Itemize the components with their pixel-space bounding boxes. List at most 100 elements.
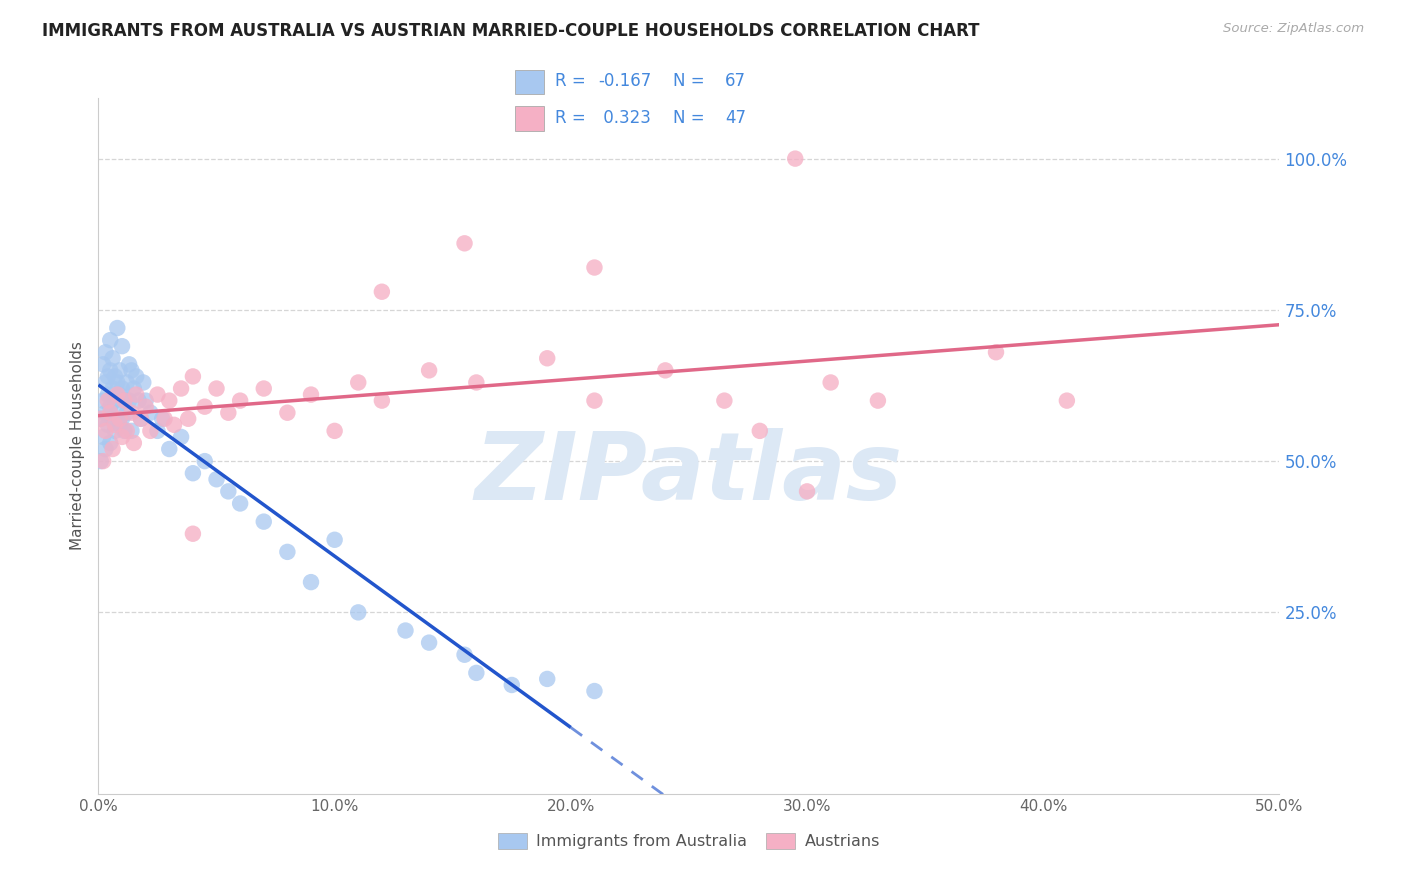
Point bbox=[122, 382, 145, 396]
Point bbox=[217, 406, 239, 420]
Point bbox=[98, 333, 121, 347]
Point bbox=[94, 424, 117, 438]
Point bbox=[163, 417, 186, 432]
Point bbox=[121, 406, 143, 420]
Point bbox=[105, 406, 128, 420]
Point bbox=[418, 363, 440, 377]
Point bbox=[132, 376, 155, 390]
Y-axis label: Married-couple Households: Married-couple Households bbox=[69, 342, 84, 550]
Point bbox=[101, 351, 124, 366]
Text: R =: R = bbox=[555, 109, 591, 127]
Point bbox=[111, 339, 134, 353]
Point bbox=[194, 400, 217, 414]
Point bbox=[229, 496, 252, 510]
Point bbox=[111, 382, 134, 396]
Point bbox=[97, 369, 120, 384]
Point bbox=[135, 400, 157, 414]
Point bbox=[91, 430, 114, 444]
Point bbox=[153, 411, 176, 425]
Point bbox=[253, 515, 276, 529]
Point bbox=[866, 393, 889, 408]
Point bbox=[97, 417, 120, 432]
Point bbox=[135, 393, 157, 408]
Text: 0.323: 0.323 bbox=[599, 109, 651, 127]
Point bbox=[394, 624, 416, 638]
Point bbox=[501, 678, 523, 692]
Point bbox=[94, 376, 117, 390]
Point bbox=[299, 387, 322, 401]
FancyBboxPatch shape bbox=[515, 106, 544, 130]
Point bbox=[97, 387, 120, 401]
Point bbox=[465, 376, 488, 390]
Point bbox=[98, 363, 121, 377]
Point bbox=[118, 393, 141, 408]
Point bbox=[323, 533, 346, 547]
Point bbox=[90, 454, 112, 468]
Point bbox=[583, 393, 606, 408]
Point bbox=[796, 484, 818, 499]
Point bbox=[139, 406, 162, 420]
Point bbox=[347, 376, 370, 390]
Point bbox=[194, 454, 217, 468]
Point bbox=[276, 545, 298, 559]
Point bbox=[181, 369, 204, 384]
FancyBboxPatch shape bbox=[515, 70, 544, 95]
Point bbox=[170, 430, 193, 444]
Point bbox=[536, 672, 558, 686]
Point bbox=[465, 665, 488, 680]
Point bbox=[984, 345, 1007, 359]
Point bbox=[785, 152, 807, 166]
Point bbox=[105, 376, 128, 390]
Point bbox=[104, 393, 127, 408]
Point bbox=[90, 411, 112, 425]
Point bbox=[108, 387, 131, 401]
Point bbox=[125, 369, 148, 384]
Point bbox=[91, 357, 114, 371]
Point bbox=[583, 260, 606, 275]
Point bbox=[536, 351, 558, 366]
Point bbox=[157, 442, 180, 456]
Point bbox=[170, 382, 193, 396]
Point bbox=[105, 321, 128, 335]
Point bbox=[146, 387, 169, 401]
Point bbox=[146, 424, 169, 438]
Point bbox=[347, 606, 370, 620]
Point bbox=[121, 363, 143, 377]
Point bbox=[129, 411, 152, 425]
Text: 67: 67 bbox=[725, 72, 747, 90]
Point bbox=[91, 454, 114, 468]
Point bbox=[90, 411, 112, 425]
Point bbox=[181, 467, 204, 481]
Point bbox=[115, 406, 138, 420]
Point bbox=[129, 411, 152, 425]
Point bbox=[98, 406, 121, 420]
Point bbox=[253, 382, 276, 396]
Point bbox=[583, 684, 606, 698]
Point bbox=[121, 424, 143, 438]
Text: N =: N = bbox=[673, 72, 710, 90]
Point bbox=[820, 376, 842, 390]
Point bbox=[1056, 393, 1078, 408]
Point bbox=[118, 357, 141, 371]
Point bbox=[111, 430, 134, 444]
Point bbox=[112, 424, 135, 438]
Point bbox=[150, 411, 173, 425]
Point bbox=[371, 393, 394, 408]
Point bbox=[654, 363, 676, 377]
Point bbox=[104, 424, 127, 438]
Point bbox=[112, 393, 135, 408]
Point bbox=[122, 436, 145, 450]
Point bbox=[205, 382, 228, 396]
Point bbox=[128, 393, 150, 408]
Point bbox=[217, 484, 239, 499]
Point bbox=[105, 387, 128, 401]
Point bbox=[112, 393, 135, 408]
Point bbox=[205, 472, 228, 486]
Text: ZIPatlas: ZIPatlas bbox=[475, 428, 903, 520]
Point bbox=[101, 411, 124, 425]
Text: N =: N = bbox=[673, 109, 710, 127]
Point bbox=[115, 424, 138, 438]
Text: Source: ZipAtlas.com: Source: ZipAtlas.com bbox=[1223, 22, 1364, 36]
Point bbox=[91, 393, 114, 408]
Point bbox=[104, 369, 127, 384]
